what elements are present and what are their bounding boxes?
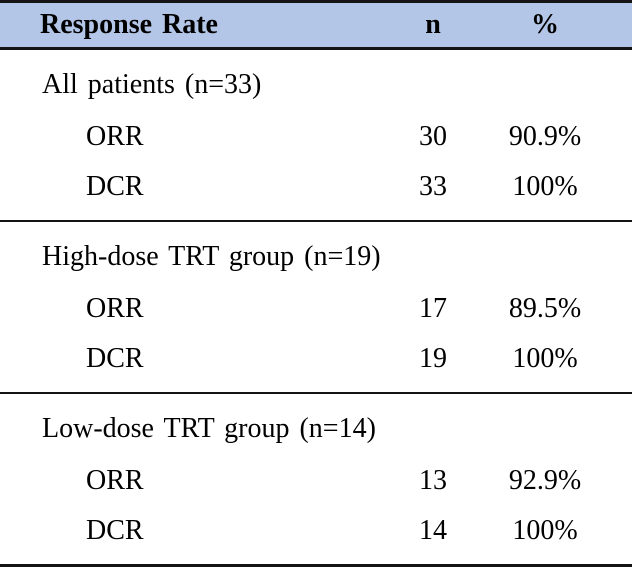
row-percent-value: 100% — [512, 343, 578, 374]
table-row: DCR 19 100% — [0, 334, 632, 384]
section-low-dose: Low-dose TRT group (n=14) ORR 13 92.9% D… — [0, 394, 632, 567]
table-row: ORR 17 89.5% — [0, 284, 632, 334]
row-label: DCR — [86, 171, 144, 202]
row-n-value: 14 — [419, 515, 447, 546]
row-label: ORR — [86, 465, 144, 496]
row-n-value: 13 — [419, 465, 447, 496]
section-all-patients: All patients (n=33) ORR 30 90.9% DCR 33 … — [0, 50, 632, 222]
row-percent-value: 89.5% — [508, 293, 582, 324]
row-label: ORR — [86, 121, 144, 152]
row-n-value: 30 — [419, 121, 447, 152]
row-n-value: 19 — [419, 343, 447, 374]
section-title: Low-dose TRT group (n=14) — [42, 413, 376, 444]
section-high-dose: High-dose TRT group (n=19) ORR 17 89.5% … — [0, 222, 632, 394]
row-label: DCR — [86, 343, 144, 374]
row-percent-value: 90.9% — [508, 121, 582, 152]
header-response-rate: Response Rate — [40, 9, 218, 40]
section-title: High-dose TRT group (n=19) — [42, 241, 381, 272]
section-title: All patients (n=33) — [42, 69, 262, 100]
header-percent: % — [531, 9, 559, 40]
table-row: DCR 33 100% — [0, 162, 632, 212]
table-row: ORR 13 92.9% — [0, 456, 632, 506]
row-percent-value: 92.9% — [508, 465, 582, 496]
table-header-row: Response Rate n % — [0, 0, 632, 50]
header-n: n — [425, 9, 441, 40]
row-n-value: 17 — [419, 293, 447, 324]
table-row: ORR 30 90.9% — [0, 112, 632, 162]
row-percent-value: 100% — [512, 171, 578, 202]
row-label: ORR — [86, 293, 144, 324]
row-label: DCR — [86, 515, 144, 546]
row-percent-value: 100% — [512, 515, 578, 546]
row-n-value: 33 — [419, 171, 447, 202]
table-row: DCR 14 100% — [0, 506, 632, 556]
